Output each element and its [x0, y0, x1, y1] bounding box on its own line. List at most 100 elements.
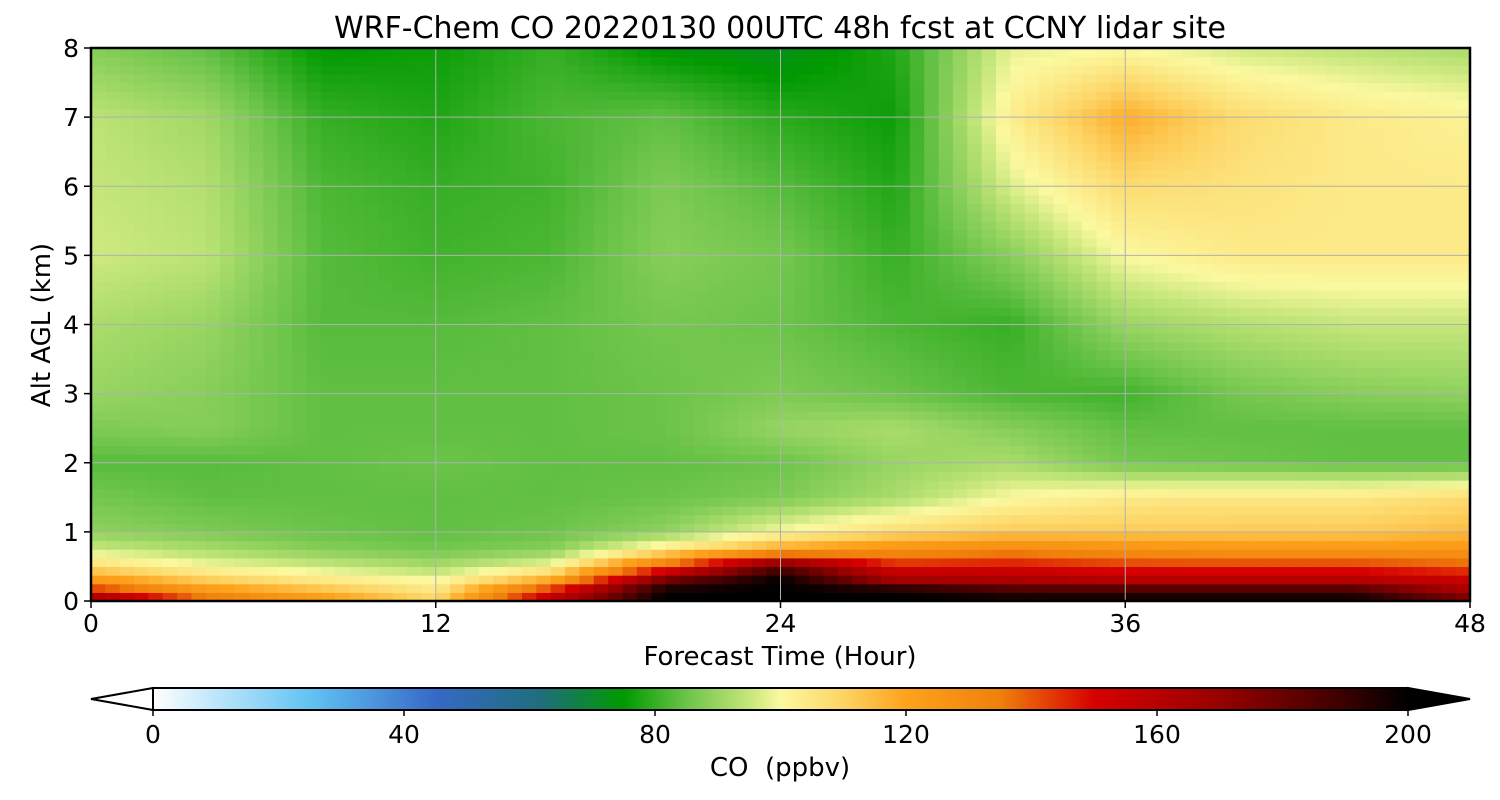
heatmap-cell	[1412, 514, 1428, 524]
heatmap-cell	[1340, 531, 1356, 542]
heatmap-cell	[1153, 194, 1169, 205]
heatmap-cell	[766, 341, 782, 352]
heatmap-cell	[407, 419, 422, 429]
heatmap-cell	[1053, 419, 1069, 429]
heatmap-cell	[1383, 583, 1399, 593]
heatmap-cell	[1010, 307, 1026, 317]
heatmap-cell	[737, 212, 753, 222]
heatmap-cell	[665, 531, 681, 542]
heatmap-cell	[1010, 445, 1026, 455]
heatmap-cell	[995, 264, 1011, 274]
heatmap-cell	[1153, 376, 1169, 386]
heatmap-cell	[1125, 471, 1141, 481]
heatmap-cell	[1426, 151, 1442, 161]
heatmap-cell	[967, 471, 983, 481]
heatmap-cell	[1053, 298, 1069, 308]
heatmap-cell	[1053, 203, 1069, 213]
heatmap-cell	[1039, 531, 1055, 542]
heatmap-cell	[909, 238, 925, 248]
heatmap-cell	[1254, 220, 1270, 231]
heatmap-cell	[407, 583, 422, 593]
heatmap-cell	[866, 341, 882, 352]
heatmap-cell	[162, 289, 178, 300]
heatmap-cell	[1412, 480, 1428, 490]
heatmap-cell	[1024, 272, 1040, 282]
heatmap-cell	[1455, 160, 1470, 170]
heatmap-cell	[378, 255, 394, 265]
heatmap-cell	[1010, 229, 1026, 239]
heatmap-cell	[694, 272, 710, 282]
heatmap-cell	[1010, 497, 1026, 507]
heatmap-cell	[1426, 583, 1442, 593]
heatmap-cell	[1125, 557, 1141, 568]
heatmap-cell	[1240, 341, 1256, 352]
heatmap-cell	[392, 566, 408, 576]
heatmap-cell	[794, 575, 810, 585]
heatmap-cell	[1254, 419, 1270, 429]
heatmap-cell	[306, 246, 322, 256]
heatmap-cell	[924, 557, 940, 568]
heatmap-cell	[708, 505, 724, 516]
heatmap-cell	[249, 367, 264, 377]
heatmap-cell	[967, 307, 983, 317]
heatmap-cell	[263, 203, 279, 213]
heatmap-cell	[909, 393, 925, 403]
heatmap-cell	[1039, 203, 1055, 213]
heatmap-cell	[177, 350, 193, 360]
heatmap-cell	[981, 575, 997, 585]
heatmap-cell	[881, 341, 897, 352]
heatmap-cell	[1197, 505, 1213, 516]
heatmap-cell	[909, 298, 925, 308]
heatmap-cell	[579, 549, 595, 559]
heatmap-cell	[220, 393, 236, 403]
heatmap-cell	[665, 246, 681, 256]
heatmap-cell	[464, 557, 480, 568]
heatmap-cell	[435, 393, 451, 403]
heatmap-cell	[809, 307, 825, 317]
heatmap-cell	[1268, 315, 1284, 326]
heatmap-cell	[780, 212, 796, 222]
heatmap-cell	[1426, 341, 1442, 352]
heatmap-cell	[1311, 367, 1327, 377]
heatmap-cell	[622, 177, 638, 187]
heatmap-cell	[1039, 255, 1055, 265]
heatmap-cell	[536, 540, 552, 550]
heatmap-cell	[134, 566, 150, 576]
heatmap-cell	[478, 177, 494, 187]
heatmap-cell	[335, 212, 351, 222]
heatmap-cell	[450, 168, 466, 179]
heatmap-cell	[708, 324, 724, 334]
heatmap-cell	[1182, 272, 1198, 282]
heatmap-cell	[766, 445, 782, 455]
heatmap-cell	[967, 272, 983, 282]
heatmap-cell	[1268, 575, 1284, 585]
heatmap-cell	[205, 454, 221, 464]
heatmap-cell	[1240, 566, 1256, 576]
heatmap-cell	[292, 419, 308, 429]
heatmap-cell	[335, 531, 351, 542]
heatmap-cell	[981, 350, 997, 360]
heatmap-cell	[1398, 324, 1414, 334]
heatmap-cell	[837, 220, 853, 231]
heatmap-cell	[234, 402, 250, 412]
heatmap-cell	[1455, 281, 1470, 291]
heatmap-cell	[565, 350, 580, 360]
heatmap-cell	[881, 350, 897, 360]
heatmap-cell	[1082, 575, 1098, 585]
heatmap-cell	[1096, 333, 1112, 343]
heatmap-cell	[636, 367, 652, 377]
heatmap-cell	[134, 462, 150, 472]
heatmap-cell	[924, 583, 940, 593]
heatmap-cell	[191, 454, 207, 464]
heatmap-cell	[1110, 402, 1126, 412]
heatmap-cell	[938, 238, 954, 248]
heatmap-cell	[1340, 523, 1356, 533]
heatmap-cell	[608, 203, 624, 213]
heatmap-cell	[234, 583, 250, 593]
heatmap-cell	[148, 289, 164, 300]
heatmap-cell	[119, 264, 135, 274]
heatmap-cell	[119, 445, 135, 455]
heatmap-cell	[1211, 220, 1227, 231]
heatmap-cell	[205, 497, 221, 507]
heatmap-cell	[636, 220, 652, 231]
